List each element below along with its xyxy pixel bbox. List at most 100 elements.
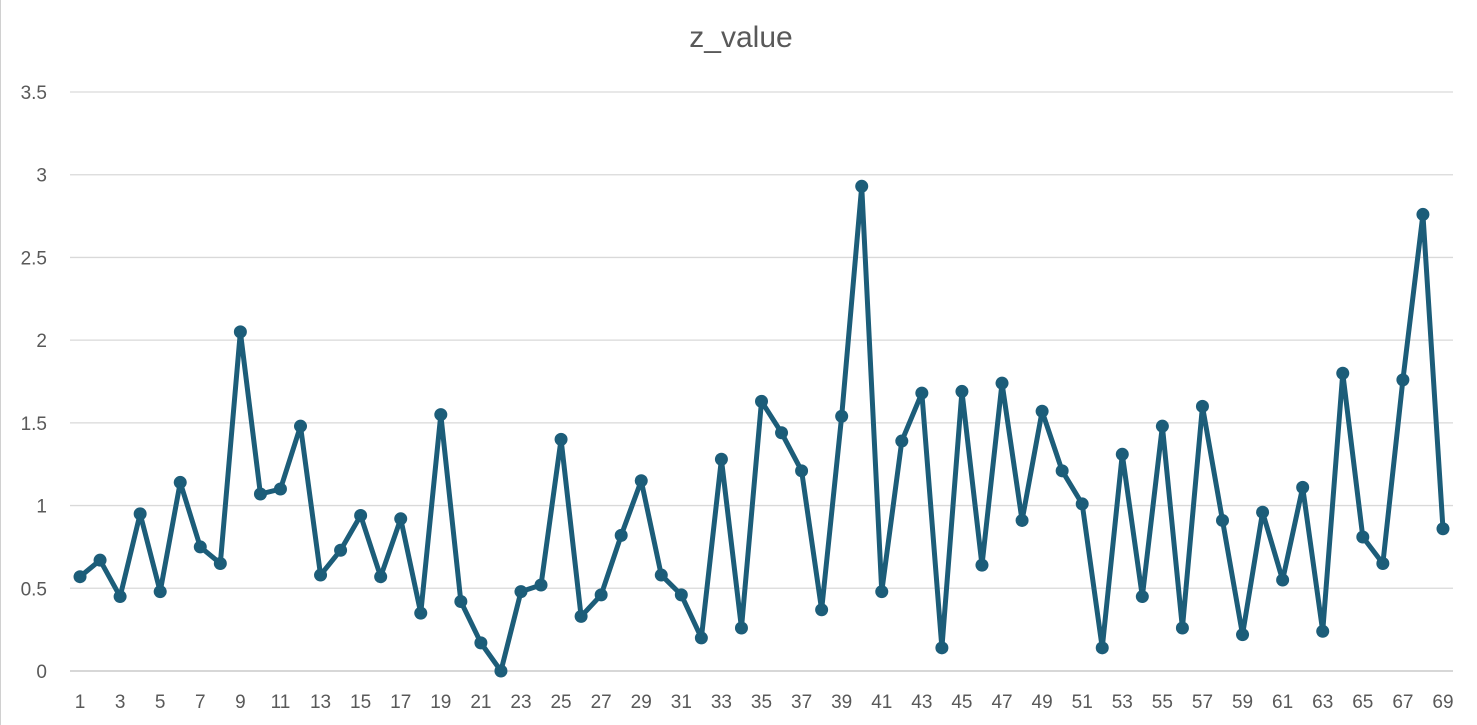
x-tick-label: 17 xyxy=(390,692,411,713)
x-tick-label: 45 xyxy=(951,692,972,713)
x-tick-label: 65 xyxy=(1352,692,1373,713)
data-point-marker xyxy=(414,606,428,620)
data-point-marker xyxy=(915,386,929,400)
data-point-marker xyxy=(534,578,548,592)
data-point-marker xyxy=(1135,590,1149,604)
data-point-marker xyxy=(1356,530,1370,544)
series-line xyxy=(77,183,1446,674)
y-tick-label: 3.5 xyxy=(21,83,47,104)
data-point-marker xyxy=(93,553,107,567)
data-point-marker xyxy=(554,432,568,446)
chart-title: z_value xyxy=(689,21,792,54)
x-axis-tick-labels: 1 3 5 7 9 11 13 15 17 19 21 23 25 27 29 31 33 35 37 39 41 43 4… xyxy=(75,692,1454,713)
data-point-marker xyxy=(654,568,668,582)
x-tick-label: 61 xyxy=(1272,692,1293,713)
x-tick-label: 5 xyxy=(155,692,166,713)
x-tick-label: 19 xyxy=(430,692,451,713)
x-tick-label: 3 xyxy=(115,692,126,713)
data-point-marker xyxy=(73,570,87,584)
data-point-marker xyxy=(334,543,348,557)
data-point-marker xyxy=(815,603,829,617)
x-tick-label: 69 xyxy=(1432,692,1453,713)
data-point-marker xyxy=(354,508,368,522)
data-point-marker xyxy=(995,376,1009,390)
y-tick-label: 1 xyxy=(36,497,47,518)
data-point-marker xyxy=(755,394,768,408)
x-tick-label: 55 xyxy=(1152,692,1173,713)
gridlines xyxy=(70,91,1453,672)
x-tick-label: 21 xyxy=(470,692,491,713)
data-point-marker xyxy=(935,641,949,655)
y-tick-label: 1.5 xyxy=(21,414,47,435)
data-point-marker xyxy=(1055,464,1069,478)
data-point-marker xyxy=(594,588,608,602)
data-point-marker xyxy=(855,179,869,193)
x-tick-label: 63 xyxy=(1312,692,1333,713)
data-point-marker xyxy=(975,558,989,572)
x-tick-label: 37 xyxy=(791,692,812,713)
data-point-marker xyxy=(795,464,809,478)
data-point-marker xyxy=(294,419,307,433)
data-point-marker xyxy=(1155,419,1169,433)
data-point-marker xyxy=(454,595,468,609)
x-tick-label: 29 xyxy=(631,692,652,713)
data-point-marker xyxy=(775,426,789,440)
x-tick-label: 13 xyxy=(310,692,331,713)
data-point-marker xyxy=(514,585,528,599)
x-tick-label: 57 xyxy=(1192,692,1213,713)
data-point-marker xyxy=(875,585,889,599)
data-point-marker xyxy=(674,588,688,602)
x-tick-label: 35 xyxy=(751,692,772,713)
data-point-marker xyxy=(394,512,408,526)
y-tick-label: 2.5 xyxy=(21,248,47,269)
y-axis-tick-labels: 0 0.5 1 1.5 2 2.5 3 3.5 xyxy=(21,83,47,683)
data-point-marker xyxy=(374,570,388,584)
data-point-marker xyxy=(1296,480,1310,494)
data-point-marker xyxy=(1416,207,1430,221)
series-z-value xyxy=(73,179,1450,678)
data-point-marker xyxy=(233,325,247,339)
data-point-marker xyxy=(133,507,147,521)
data-point-marker xyxy=(1376,556,1390,570)
data-point-marker xyxy=(1175,621,1189,635)
data-point-marker xyxy=(1316,624,1330,638)
x-tick-label: 41 xyxy=(871,692,892,713)
y-tick-label: 0 xyxy=(36,662,47,683)
data-point-marker xyxy=(1015,513,1029,527)
x-tick-label: 67 xyxy=(1392,692,1413,713)
data-point-marker xyxy=(253,487,267,501)
data-point-marker xyxy=(895,434,909,448)
x-tick-label: 33 xyxy=(711,692,732,713)
data-point-marker xyxy=(835,409,849,423)
data-point-marker xyxy=(1095,641,1109,655)
data-point-marker xyxy=(955,384,969,398)
data-point-marker xyxy=(153,585,167,599)
x-tick-label: 27 xyxy=(591,692,612,713)
x-tick-label: 49 xyxy=(1032,692,1053,713)
data-point-marker xyxy=(1115,447,1129,461)
data-point-marker xyxy=(694,631,708,645)
x-tick-label: 47 xyxy=(991,692,1012,713)
data-point-marker xyxy=(1396,373,1410,387)
data-point-marker xyxy=(714,452,728,466)
data-point-marker xyxy=(1035,404,1049,418)
x-tick-label: 53 xyxy=(1112,692,1133,713)
data-point-marker xyxy=(574,609,588,623)
data-point-marker xyxy=(634,474,648,488)
x-tick-label: 1 xyxy=(75,692,86,713)
data-point-marker xyxy=(113,590,127,604)
data-point-marker xyxy=(474,636,488,650)
y-tick-label: 0.5 xyxy=(21,579,47,600)
x-tick-label: 39 xyxy=(831,692,852,713)
data-point-marker xyxy=(273,482,287,496)
data-point-marker xyxy=(614,528,628,542)
x-tick-label: 25 xyxy=(550,692,571,713)
data-point-marker xyxy=(1195,399,1209,413)
data-point-marker xyxy=(494,664,508,678)
data-point-marker xyxy=(1256,505,1270,519)
data-point-marker xyxy=(173,475,187,489)
x-tick-label: 31 xyxy=(671,692,692,713)
x-tick-label: 7 xyxy=(195,692,206,713)
